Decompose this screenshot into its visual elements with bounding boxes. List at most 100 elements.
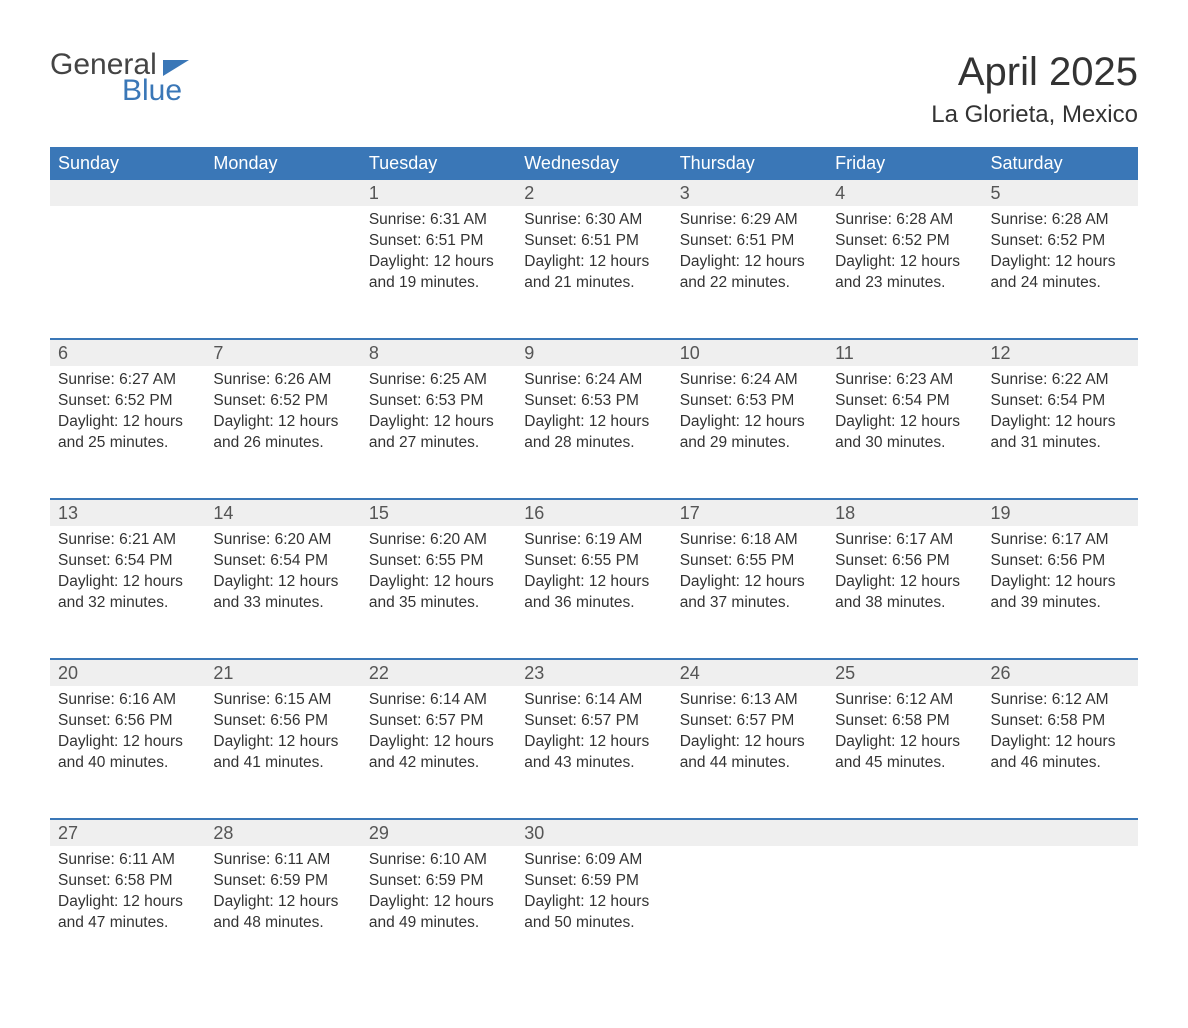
col-sunday: Sunday (50, 147, 205, 180)
daylight-line2: and 36 minutes. (524, 593, 663, 614)
day-number: 21 (205, 659, 360, 686)
day-cell (827, 846, 982, 978)
daylight-line2: and 40 minutes. (58, 753, 197, 774)
sunset-text: Sunset: 6:58 PM (58, 871, 197, 892)
day-cell: Sunrise: 6:11 AMSunset: 6:58 PMDaylight:… (50, 846, 205, 978)
day-cell: Sunrise: 6:27 AMSunset: 6:52 PMDaylight:… (50, 366, 205, 499)
daylight-line2: and 22 minutes. (680, 273, 819, 294)
day-number (205, 180, 360, 206)
day-cell: Sunrise: 6:13 AMSunset: 6:57 PMDaylight:… (672, 686, 827, 819)
sunrise-text: Sunrise: 6:20 AM (213, 530, 352, 551)
col-monday: Monday (205, 147, 360, 180)
sunrise-text: Sunrise: 6:25 AM (369, 370, 508, 391)
sunset-text: Sunset: 6:54 PM (213, 551, 352, 572)
sunset-text: Sunset: 6:51 PM (524, 231, 663, 252)
sunset-text: Sunset: 6:52 PM (991, 231, 1130, 252)
sunrise-text: Sunrise: 6:26 AM (213, 370, 352, 391)
day-cell (983, 846, 1138, 978)
sunset-text: Sunset: 6:54 PM (58, 551, 197, 572)
sunrise-text: Sunrise: 6:19 AM (524, 530, 663, 551)
location-subtitle: La Glorieta, Mexico (931, 101, 1138, 129)
sunset-text: Sunset: 6:51 PM (680, 231, 819, 252)
day-cell: Sunrise: 6:17 AMSunset: 6:56 PMDaylight:… (827, 526, 982, 659)
day-cell: Sunrise: 6:15 AMSunset: 6:56 PMDaylight:… (205, 686, 360, 819)
day-number-row: 13141516171819 (50, 499, 1138, 526)
sunrise-text: Sunrise: 6:22 AM (991, 370, 1130, 391)
daylight-line2: and 30 minutes. (835, 433, 974, 454)
sunset-text: Sunset: 6:56 PM (835, 551, 974, 572)
day-cell (672, 846, 827, 978)
sunset-text: Sunset: 6:55 PM (524, 551, 663, 572)
daylight-line1: Daylight: 12 hours (524, 412, 663, 433)
daylight-line2: and 33 minutes. (213, 593, 352, 614)
calendar-table: Sunday Monday Tuesday Wednesday Thursday… (50, 147, 1138, 978)
daylight-line1: Daylight: 12 hours (680, 252, 819, 273)
day-number: 29 (361, 819, 516, 846)
day-cell: Sunrise: 6:12 AMSunset: 6:58 PMDaylight:… (827, 686, 982, 819)
sunset-text: Sunset: 6:51 PM (369, 231, 508, 252)
daylight-line2: and 41 minutes. (213, 753, 352, 774)
daylight-line2: and 46 minutes. (991, 753, 1130, 774)
daylight-line1: Daylight: 12 hours (835, 412, 974, 433)
day-number: 20 (50, 659, 205, 686)
daylight-line1: Daylight: 12 hours (835, 572, 974, 593)
day-cell: Sunrise: 6:28 AMSunset: 6:52 PMDaylight:… (827, 206, 982, 339)
day-content-row: Sunrise: 6:16 AMSunset: 6:56 PMDaylight:… (50, 686, 1138, 819)
day-cell: Sunrise: 6:20 AMSunset: 6:55 PMDaylight:… (361, 526, 516, 659)
daylight-line2: and 29 minutes. (680, 433, 819, 454)
sunrise-text: Sunrise: 6:12 AM (835, 690, 974, 711)
daylight-line1: Daylight: 12 hours (991, 572, 1130, 593)
page-title: April 2025 (931, 50, 1138, 95)
day-cell: Sunrise: 6:12 AMSunset: 6:58 PMDaylight:… (983, 686, 1138, 819)
daylight-line2: and 26 minutes. (213, 433, 352, 454)
sunrise-text: Sunrise: 6:18 AM (680, 530, 819, 551)
day-number (827, 819, 982, 846)
day-cell: Sunrise: 6:19 AMSunset: 6:55 PMDaylight:… (516, 526, 671, 659)
daylight-line2: and 28 minutes. (524, 433, 663, 454)
sunrise-text: Sunrise: 6:10 AM (369, 850, 508, 871)
day-number: 24 (672, 659, 827, 686)
sunset-text: Sunset: 6:59 PM (524, 871, 663, 892)
day-number: 10 (672, 339, 827, 366)
sunset-text: Sunset: 6:53 PM (680, 391, 819, 412)
daylight-line1: Daylight: 12 hours (369, 412, 508, 433)
daylight-line1: Daylight: 12 hours (58, 892, 197, 913)
day-number-row: 20212223242526 (50, 659, 1138, 686)
daylight-line2: and 27 minutes. (369, 433, 508, 454)
day-number: 11 (827, 339, 982, 366)
sunrise-text: Sunrise: 6:23 AM (835, 370, 974, 391)
day-cell: Sunrise: 6:22 AMSunset: 6:54 PMDaylight:… (983, 366, 1138, 499)
day-cell: Sunrise: 6:23 AMSunset: 6:54 PMDaylight:… (827, 366, 982, 499)
daylight-line1: Daylight: 12 hours (213, 732, 352, 753)
daylight-line2: and 48 minutes. (213, 913, 352, 934)
sunrise-text: Sunrise: 6:28 AM (991, 210, 1130, 231)
day-content-row: Sunrise: 6:31 AMSunset: 6:51 PMDaylight:… (50, 206, 1138, 339)
brand-triangle-icon (163, 60, 189, 76)
daylight-line1: Daylight: 12 hours (369, 892, 508, 913)
sunset-text: Sunset: 6:53 PM (369, 391, 508, 412)
day-cell: Sunrise: 6:14 AMSunset: 6:57 PMDaylight:… (361, 686, 516, 819)
daylight-line2: and 31 minutes. (991, 433, 1130, 454)
daylight-line2: and 43 minutes. (524, 753, 663, 774)
daylight-line2: and 42 minutes. (369, 753, 508, 774)
day-cell: Sunrise: 6:09 AMSunset: 6:59 PMDaylight:… (516, 846, 671, 978)
sunset-text: Sunset: 6:59 PM (369, 871, 508, 892)
day-cell: Sunrise: 6:31 AMSunset: 6:51 PMDaylight:… (361, 206, 516, 339)
day-number: 8 (361, 339, 516, 366)
sunset-text: Sunset: 6:58 PM (991, 711, 1130, 732)
sunset-text: Sunset: 6:52 PM (835, 231, 974, 252)
daylight-line1: Daylight: 12 hours (835, 732, 974, 753)
sunrise-text: Sunrise: 6:11 AM (213, 850, 352, 871)
day-cell: Sunrise: 6:17 AMSunset: 6:56 PMDaylight:… (983, 526, 1138, 659)
day-number-row: 6789101112 (50, 339, 1138, 366)
daylight-line1: Daylight: 12 hours (213, 572, 352, 593)
daylight-line2: and 50 minutes. (524, 913, 663, 934)
brand-logo: General Blue (50, 50, 189, 106)
day-number: 3 (672, 180, 827, 206)
sunrise-text: Sunrise: 6:09 AM (524, 850, 663, 871)
daylight-line1: Daylight: 12 hours (524, 892, 663, 913)
day-cell: Sunrise: 6:10 AMSunset: 6:59 PMDaylight:… (361, 846, 516, 978)
day-number (50, 180, 205, 206)
sunset-text: Sunset: 6:57 PM (524, 711, 663, 732)
day-number: 4 (827, 180, 982, 206)
